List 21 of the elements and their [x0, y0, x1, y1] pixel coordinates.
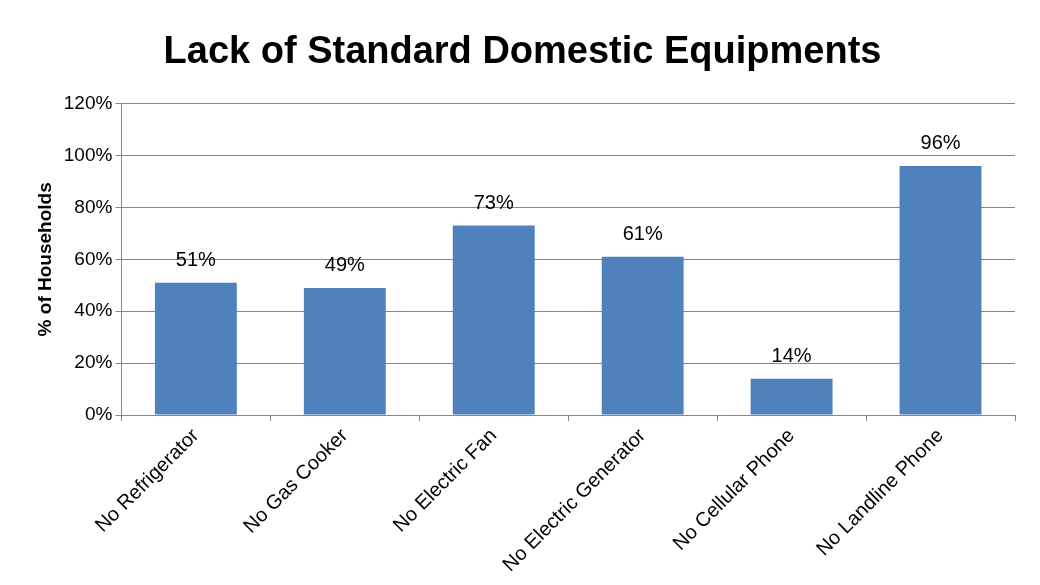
data-label: 14%: [771, 344, 812, 367]
data-label: 51%: [175, 248, 217, 271]
y-tick-label: 100%: [63, 143, 113, 165]
y-tick-label: 20%: [74, 351, 113, 373]
y-tick-label: 60%: [74, 247, 113, 269]
chart-title: Lack of Standard Domestic Equipments: [163, 29, 882, 72]
bar: [303, 287, 386, 415]
data-label: 61%: [622, 222, 663, 245]
y-axis-title: % of Households: [33, 182, 55, 337]
data-label: 49%: [324, 253, 366, 276]
bar: [452, 225, 535, 415]
bar: [601, 256, 684, 415]
bar: [750, 378, 833, 415]
y-tick-label: 120%: [63, 91, 113, 113]
y-tick-label: 0%: [84, 403, 113, 425]
y-tick-label: 80%: [74, 195, 113, 217]
data-label: 96%: [920, 131, 961, 154]
data-label: 73%: [473, 191, 514, 214]
y-tick-label: 40%: [74, 299, 113, 321]
bar: [154, 282, 237, 415]
bar: [899, 165, 982, 415]
